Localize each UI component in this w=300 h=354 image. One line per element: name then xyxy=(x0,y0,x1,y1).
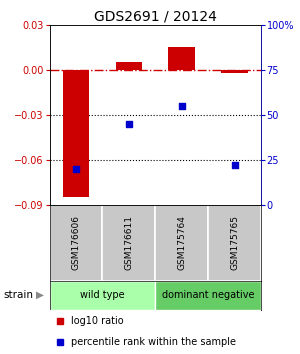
Text: log10 ratio: log10 ratio xyxy=(71,316,123,326)
Point xyxy=(179,103,184,109)
Bar xyxy=(102,205,155,281)
Bar xyxy=(50,281,155,310)
Text: GSM175764: GSM175764 xyxy=(177,215,186,270)
Text: percentile rank within the sample: percentile rank within the sample xyxy=(71,337,236,347)
Point xyxy=(232,162,237,168)
Text: wild type: wild type xyxy=(80,290,125,300)
Bar xyxy=(169,47,195,70)
Text: GSM175765: GSM175765 xyxy=(230,215,239,270)
Text: GSM176606: GSM176606 xyxy=(71,215,80,270)
Bar xyxy=(63,70,89,197)
Bar xyxy=(116,62,142,70)
Point xyxy=(126,121,131,126)
Title: GDS2691 / 20124: GDS2691 / 20124 xyxy=(94,10,217,24)
Point xyxy=(74,166,78,171)
Text: ▶: ▶ xyxy=(36,290,44,300)
Bar xyxy=(50,205,102,281)
Bar xyxy=(155,205,208,281)
Bar xyxy=(221,70,248,73)
Text: strain: strain xyxy=(3,290,33,300)
Bar xyxy=(155,281,261,310)
Bar xyxy=(208,205,261,281)
Text: GSM176611: GSM176611 xyxy=(124,215,133,270)
Text: dominant negative: dominant negative xyxy=(162,290,254,300)
